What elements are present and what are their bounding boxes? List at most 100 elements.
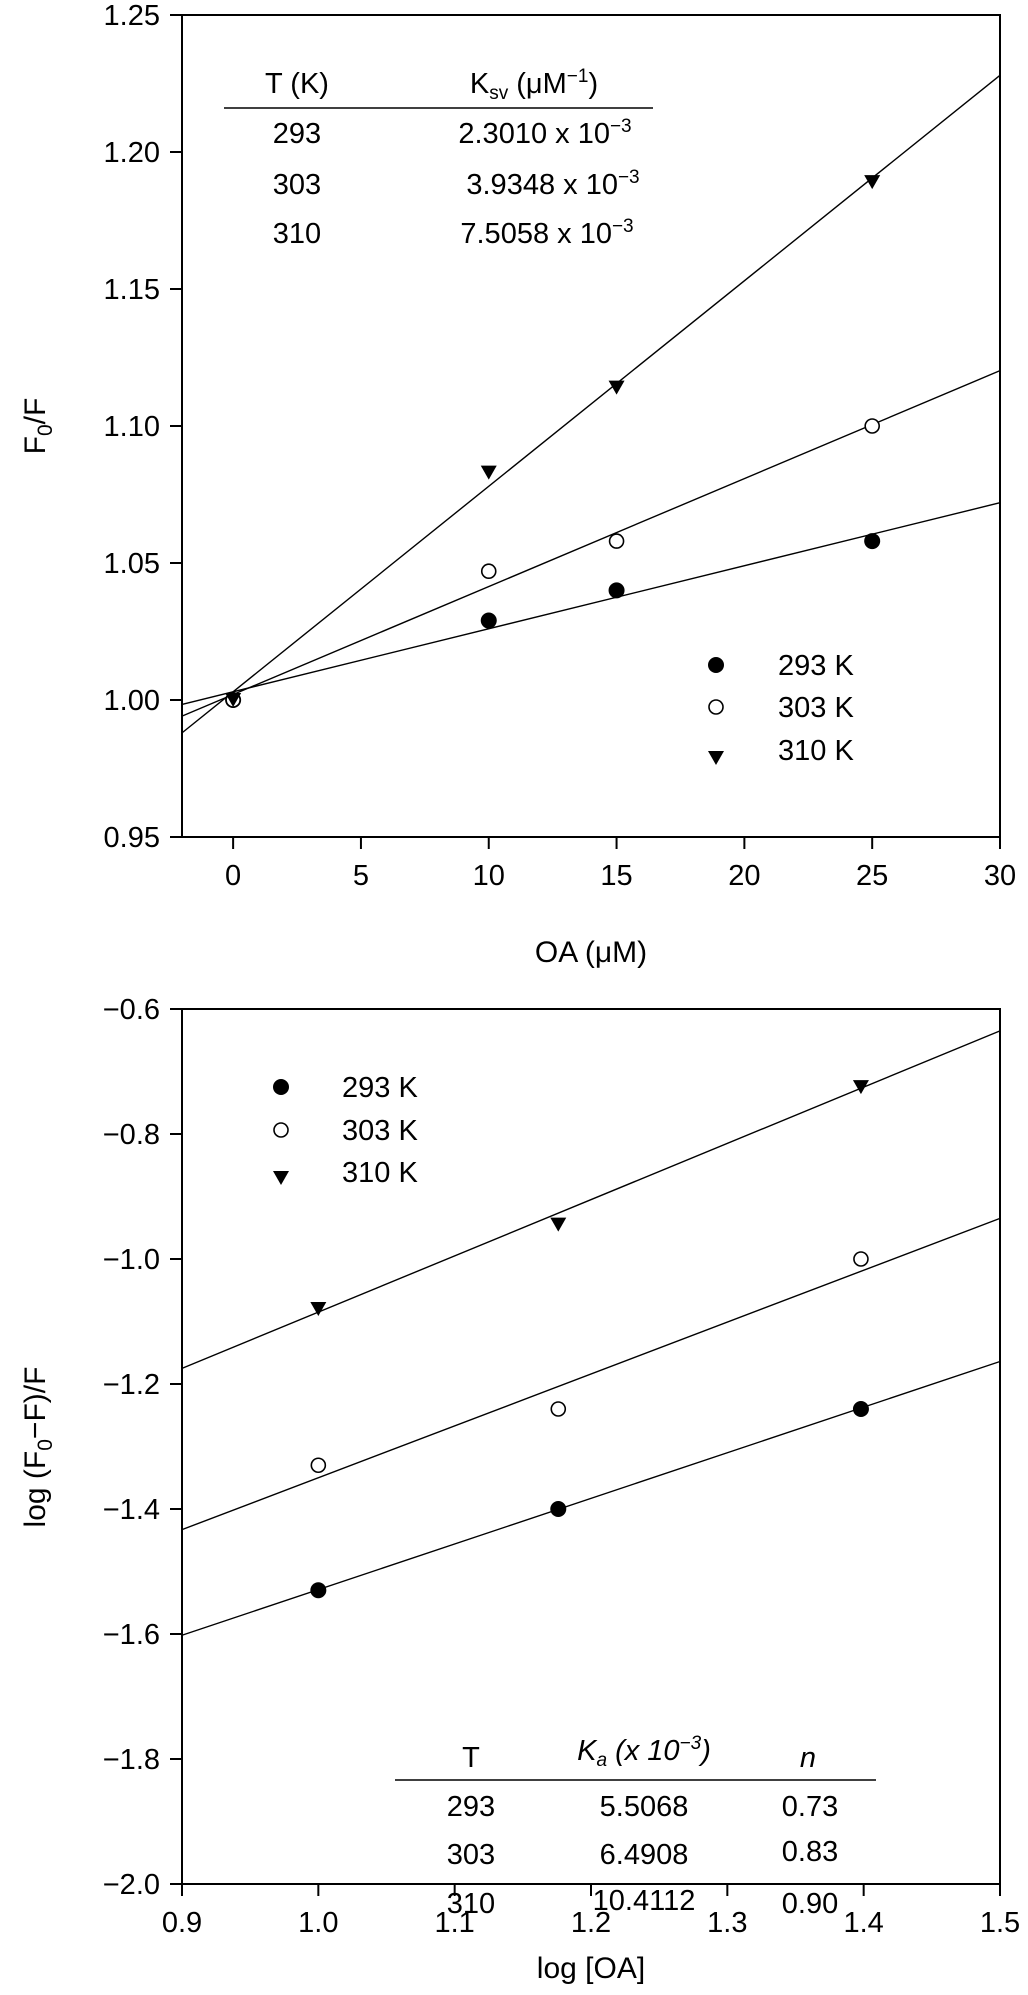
top-inset-row-t: 293: [273, 118, 321, 150]
top-y-tick-label: 1.15: [104, 274, 160, 306]
top-y-tick-label: 1.20: [104, 137, 160, 169]
top-point-293k: [608, 582, 625, 599]
bottom-inset-header-n: n: [800, 1742, 816, 1774]
bottom-point-303k: [310, 1457, 327, 1474]
top-x-tick-label: 10: [473, 860, 505, 892]
top-legend-label-303: 303 K: [778, 692, 854, 724]
top-y-label-tail: /F: [19, 398, 52, 425]
top-point-303k: [608, 533, 625, 549]
bottom-x-axis-label: log [OA]: [537, 1952, 645, 1985]
top-x-tick-label: 25: [856, 860, 888, 892]
bottom-inset-row-t: 303: [447, 1839, 495, 1871]
bottom-legend-marker-310: [273, 1171, 289, 1185]
top-x-tick-label: 20: [728, 860, 760, 892]
top-inset-header-t: T (K): [265, 68, 329, 100]
bottom-y-tick-label: −0.8: [103, 1119, 160, 1151]
top-point-303k: [864, 418, 880, 434]
bottom-point-293k: [550, 1501, 567, 1517]
bottom-y-label-sub: 0: [34, 1439, 57, 1451]
top-fit-line-293k: [181, 502, 1001, 706]
bottom-fit-line-303k: [181, 1217, 1001, 1531]
top-legend-label-310: 310 K: [778, 735, 854, 767]
top-point-310k: [225, 693, 242, 707]
bottom-inset-header-ka: Ka (x 10−3): [577, 1733, 711, 1771]
top-legend-marker-310: [708, 751, 724, 765]
top-legend-marker-303: [708, 699, 724, 715]
bottom-x-tick-label: 1.0: [298, 1907, 338, 1939]
top-y-label-main: F: [19, 436, 52, 454]
top-inset-row-ksv: 7.5058 x 10−3: [460, 216, 633, 250]
bottom-x-tick-label: 1.1: [435, 1907, 475, 1939]
bottom-inset-header-t: T: [462, 1742, 480, 1774]
bottom-y-tick-label: −1.8: [103, 1744, 160, 1776]
bottom-fit-line-310k: [181, 1030, 1001, 1370]
bottom-legend-marker-303: [273, 1122, 289, 1138]
bottom-inset-row-ka: 10.4112: [593, 1885, 696, 1917]
bottom-legend-label-303: 303 K: [342, 1115, 418, 1147]
top-x-tick-label: 0: [225, 860, 241, 892]
top-y-tick-label: 0.95: [104, 822, 160, 854]
bottom-y-label-tail: −F)/F: [19, 1367, 52, 1440]
top-y-tick-label: 1.00: [104, 685, 160, 717]
top-x-tick-label: 30: [984, 860, 1016, 892]
bottom-y-tick-label: −1.0: [103, 1244, 160, 1276]
bottom-y-tick-label: −1.6: [103, 1619, 160, 1651]
svg-text:F0/F: F0/F: [19, 398, 57, 455]
bottom-y-tick-label: −1.2: [103, 1369, 160, 1401]
bottom-point-310k: [310, 1302, 327, 1316]
top-fit-lines: [181, 74, 1001, 734]
top-inset-row-t: 310: [273, 218, 321, 250]
bottom-inset-row-ka: 6.4908: [600, 1839, 689, 1871]
bottom-x-tick-label: 1.3: [707, 1907, 747, 1939]
top-inset-row-ksv: 3.9348 x 10−3: [466, 167, 639, 201]
bottom-legend-label-293: 293 K: [342, 1072, 418, 1104]
top-x-tick-label: 5: [353, 860, 369, 892]
top-point-303k: [480, 563, 497, 580]
bottom-inset-row-n: 0.83: [782, 1836, 838, 1868]
bottom-y-tick-label: −0.6: [103, 994, 160, 1026]
svg-text:log (F0−F)/F: log (F0−F)/F: [19, 1367, 57, 1528]
top-legend: 293 K 303 K 310 K: [708, 650, 854, 767]
bottom-legend: 293 K 303 K 310 K: [273, 1072, 418, 1189]
bottom-inset-row-n: 0.73: [782, 1791, 838, 1823]
bottom-ticks: 0.9 1.0 1.1 1.2 1.3 1.4 1.5 −2.0 −1.8 −1.6 −1.4 −1.…: [103, 994, 1020, 1939]
bottom-y-tick-label: −2.0: [103, 1869, 160, 1901]
top-point-310k: [608, 380, 625, 395]
bottom-point-293k: [310, 1582, 327, 1599]
bottom-x-tick-label: 0.9: [162, 1907, 202, 1939]
bottom-legend-marker-293: [273, 1079, 289, 1095]
bottom-inset-table: T Ka (x 10−3) n 293 5.5068 0.73 303 6.49…: [395, 1733, 876, 1920]
bottom-point-310k: [550, 1217, 567, 1232]
bottom-x-tick-label: 1.2: [571, 1907, 611, 1939]
bottom-x-tick-label: 1.5: [980, 1907, 1020, 1939]
bottom-inset-row-n: 0.90: [782, 1888, 838, 1920]
top-inset-header-ksv: Ksv (μM−1): [470, 66, 598, 104]
bottom-inset-row-t: 293: [447, 1791, 495, 1823]
bottom-point-293k: [852, 1401, 869, 1417]
top-point-293k: [480, 612, 497, 629]
top-fit-line-303k: [181, 370, 1001, 717]
top-fit-line-310k: [181, 74, 1001, 734]
top-y-tick-label: 1.25: [104, 0, 160, 32]
top-y-axis-label: F0/F: [19, 398, 57, 455]
top-inset-table: T (K) Ksv (μM−1) 293 2.3010 x 10−3 303 3…: [224, 66, 653, 250]
top-y-label-sub: 0: [34, 424, 57, 436]
top-legend-marker-293: [708, 657, 724, 673]
bottom-fit-line-293k: [181, 1360, 1001, 1636]
bottom-point-303k: [853, 1251, 869, 1267]
top-x-tick-label: 15: [600, 860, 632, 892]
bottom-y-label-main: log (F: [19, 1451, 52, 1528]
bottom-inset-row-ka: 5.5068: [600, 1791, 689, 1823]
top-point-293k: [864, 533, 881, 550]
bottom-y-tick-label: −1.4: [103, 1494, 160, 1526]
bottom-inset-row-t: 310: [447, 1888, 495, 1920]
bottom-point-310k: [852, 1080, 869, 1095]
top-x-axis-label: OA (μM): [535, 936, 647, 969]
top-y-tick-label: 1.10: [104, 411, 160, 443]
bottom-point-303k: [550, 1401, 567, 1417]
bottom-fit-lines: [181, 1030, 1001, 1636]
bottom-panel: 0.9 1.0 1.1 1.2 1.3 1.4 1.5 −2.0 −1.8 −1.6 −1.4 −1.…: [19, 994, 1020, 1985]
top-legend-label-293: 293 K: [778, 650, 854, 682]
top-data-points: [225, 175, 881, 708]
